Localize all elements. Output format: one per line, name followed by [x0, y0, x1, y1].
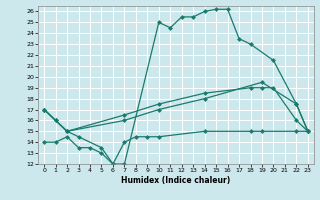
X-axis label: Humidex (Indice chaleur): Humidex (Indice chaleur): [121, 176, 231, 185]
